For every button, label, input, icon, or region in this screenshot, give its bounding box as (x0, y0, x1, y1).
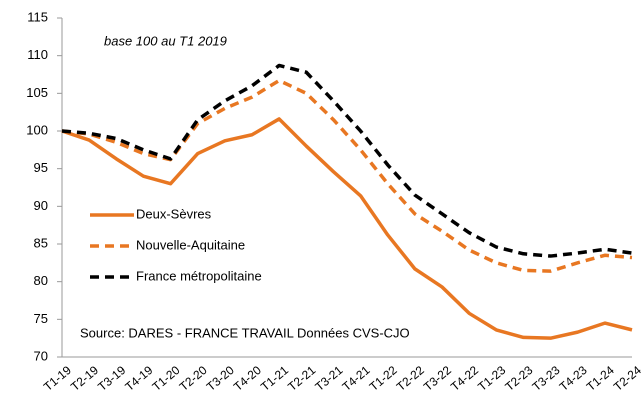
x-tick-label: T3-19 (95, 363, 128, 394)
y-tick-label: 95 (34, 160, 48, 175)
y-tick-label: 90 (34, 198, 48, 213)
annotation: base 100 au T1 2019 (104, 33, 227, 48)
y-tick-label: 85 (34, 235, 48, 250)
x-tick-label: T2-24 (611, 363, 643, 394)
x-tick-label: T1-23 (475, 363, 508, 394)
x-tick-label: T4-20 (231, 363, 264, 394)
x-tick-label: T3-23 (530, 363, 563, 394)
x-tick-label: T1-21 (258, 363, 291, 394)
y-tick-label: 115 (27, 9, 48, 24)
x-tick-label: T2-23 (502, 363, 535, 394)
y-tick-label: 75 (34, 311, 48, 326)
y-tick-label: 70 (34, 348, 48, 363)
x-tick-label: T2-21 (285, 363, 318, 394)
y-tick-label: 105 (26, 85, 48, 100)
source-note: Source: DARES - FRANCE TRAVAIL Données C… (80, 325, 410, 340)
x-tick-label: T4-19 (122, 363, 155, 394)
x-tick-label: T3-20 (204, 363, 237, 394)
y-tick-label: 100 (26, 122, 48, 137)
y-tick-label: 80 (34, 273, 48, 288)
x-tick-label: T1-24 (584, 363, 617, 394)
x-tick-label: T2-19 (68, 363, 101, 394)
legend-label: Deux-Sèvres (136, 206, 212, 221)
x-tick-label: T4-21 (340, 363, 373, 394)
x-tick-label: T1-20 (150, 363, 183, 394)
x-tick-label: T4-23 (557, 363, 590, 394)
x-tick-label: T2-20 (177, 363, 210, 394)
x-tick-label: T1-22 (367, 363, 400, 394)
y-tick-label: 110 (27, 47, 48, 62)
legend-label: France métropolitaine (136, 268, 262, 283)
legend-label: Nouvelle-Aquitaine (136, 237, 245, 252)
series-line (61, 117, 633, 340)
x-tick-label: T4-22 (448, 363, 481, 394)
x-tick-label: T2-22 (394, 363, 427, 394)
series-line (61, 63, 633, 258)
x-tick-label: T1-19 (41, 363, 74, 394)
x-tick-label: T3-22 (421, 363, 454, 394)
series-line (61, 78, 633, 273)
x-tick-label: T3-21 (312, 363, 345, 394)
